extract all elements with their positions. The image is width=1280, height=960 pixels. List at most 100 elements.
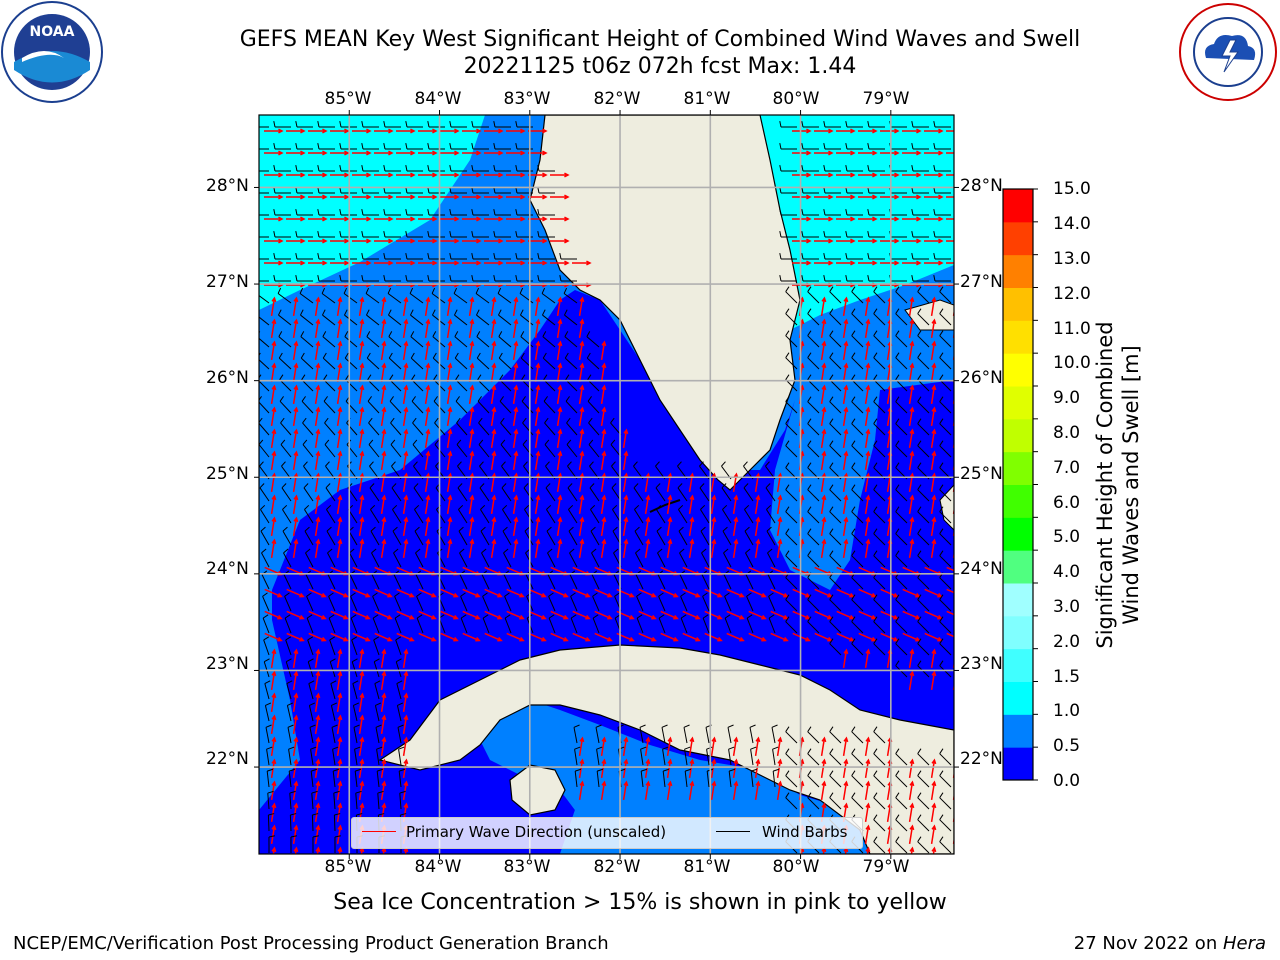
wave-direction-arrowhead	[410, 150, 416, 156]
wind-barb-flag	[911, 121, 914, 128]
wave-direction-arrow	[352, 588, 370, 598]
wind-barb	[414, 509, 424, 524]
wave-direction-arrowhead	[806, 238, 812, 244]
wave-direction-arrowhead	[519, 592, 525, 598]
wave-direction-arrow	[820, 385, 826, 405]
wave-direction-arrow	[660, 588, 678, 598]
wave-direction-arrow	[402, 363, 408, 383]
wave-direction-arrowhead	[513, 428, 519, 435]
wind-barb-flag	[873, 440, 878, 446]
wave-direction-arrow	[402, 517, 408, 537]
wind-barb-flag	[409, 287, 414, 294]
wave-direction-arrow	[292, 539, 298, 559]
wave-direction-arrowhead	[469, 406, 475, 413]
wind-barb-flag	[851, 330, 856, 336]
wind-barb-flag	[779, 275, 782, 282]
wave-direction-arrowhead	[821, 450, 827, 457]
wave-direction-arrowhead	[513, 362, 519, 369]
wind-barb-flag	[252, 143, 253, 149]
wind-barb-flag	[303, 461, 308, 467]
wind-barb-flag	[661, 724, 668, 728]
wind-barb	[479, 487, 490, 502]
wave-direction-arrow	[908, 671, 914, 691]
wave-direction-arrow	[688, 517, 694, 537]
wind-barb-flag	[279, 374, 284, 380]
wave-direction-arrowhead	[777, 736, 783, 743]
wave-direction-arrow	[446, 451, 452, 471]
wind-barb-flag	[573, 724, 580, 728]
wind-barb-flag	[328, 592, 334, 597]
wind-barb	[373, 639, 380, 656]
wind-barb-flag	[411, 396, 416, 402]
wind-barb-flag	[331, 724, 338, 728]
wind-barb	[677, 487, 688, 502]
wave-direction-arrow	[550, 610, 568, 620]
wind-barb-flag	[295, 209, 298, 216]
wave-direction-arrow	[402, 429, 408, 449]
lat-label-left-24n: 24°N	[206, 559, 249, 579]
wave-direction-arrowhead	[388, 194, 394, 200]
wave-direction-arrow	[512, 407, 518, 427]
wind-barb-flag	[281, 461, 286, 467]
wave-direction-arrowhead	[359, 538, 365, 545]
wave-direction-arrowhead	[623, 516, 629, 523]
wave-direction-arrowhead	[271, 318, 277, 325]
wind-barb-flag	[369, 461, 374, 467]
wind-barb-flag	[610, 439, 616, 445]
wind-barb	[873, 445, 886, 458]
wave-direction-arrow	[440, 632, 458, 642]
wave-direction-arrow	[556, 495, 562, 515]
wind-barb-flag	[325, 461, 330, 467]
wave-direction-arrowhead	[579, 736, 585, 743]
wind-barb-flag	[873, 528, 878, 534]
wave-direction-arrow	[908, 319, 914, 339]
wind-barb-flag	[471, 275, 474, 282]
wave-direction-arrowhead	[322, 194, 328, 200]
wave-direction-arrowhead	[557, 296, 563, 303]
wind-barb-flag	[252, 165, 253, 171]
wind-barb	[851, 379, 864, 392]
wind-barb-flag	[785, 748, 790, 754]
wave-direction-arrow	[886, 429, 892, 449]
wind-barb	[457, 487, 468, 502]
wind-barb-flag	[911, 165, 914, 172]
wave-direction-arrow	[908, 517, 914, 537]
wave-direction-arrow	[446, 429, 452, 449]
wind-barb	[300, 357, 314, 370]
wind-barb-flag	[543, 396, 548, 402]
wave-direction-arrowhead	[425, 318, 431, 325]
wave-direction-arrow	[754, 517, 760, 537]
wave-direction-arrowhead	[359, 406, 365, 413]
wave-direction-arrow	[506, 610, 524, 620]
wind-barb-flag	[515, 165, 518, 172]
wave-direction-arrow	[578, 495, 584, 515]
wave-direction-arrowhead	[579, 362, 585, 369]
wave-direction-arrow	[490, 319, 496, 339]
wind-barb-flag	[542, 352, 547, 359]
wave-direction-arrow	[578, 319, 584, 339]
wave-direction-arrow	[688, 539, 694, 559]
wind-barb-flag	[322, 309, 326, 316]
wave-direction-arrow	[902, 610, 920, 620]
wave-direction-arrow	[842, 319, 848, 339]
wind-barb-flag	[339, 143, 342, 150]
wind-barb	[939, 753, 952, 766]
wind-barb	[498, 336, 512, 348]
wave-direction-arrowhead	[821, 384, 827, 391]
wave-direction-arrow	[556, 451, 562, 471]
wave-direction-arrow	[864, 319, 870, 339]
wind-barb	[388, 336, 402, 348]
wave-direction-arrowhead	[931, 428, 937, 435]
wave-direction-arrowhead	[278, 128, 284, 134]
wave-direction-arrow	[886, 649, 892, 669]
wind-barb-flag	[917, 638, 922, 644]
wind-barb	[829, 753, 842, 766]
wind-barb	[502, 530, 512, 546]
wave-direction-arrow	[270, 517, 276, 537]
wave-direction-arrow	[930, 429, 936, 449]
wind-barb	[678, 530, 688, 546]
wave-direction-arrow	[270, 429, 276, 449]
wind-barb-flag	[493, 231, 496, 238]
wave-direction-arrow	[704, 588, 722, 598]
lat-label-left-22n: 22°N	[206, 749, 249, 769]
